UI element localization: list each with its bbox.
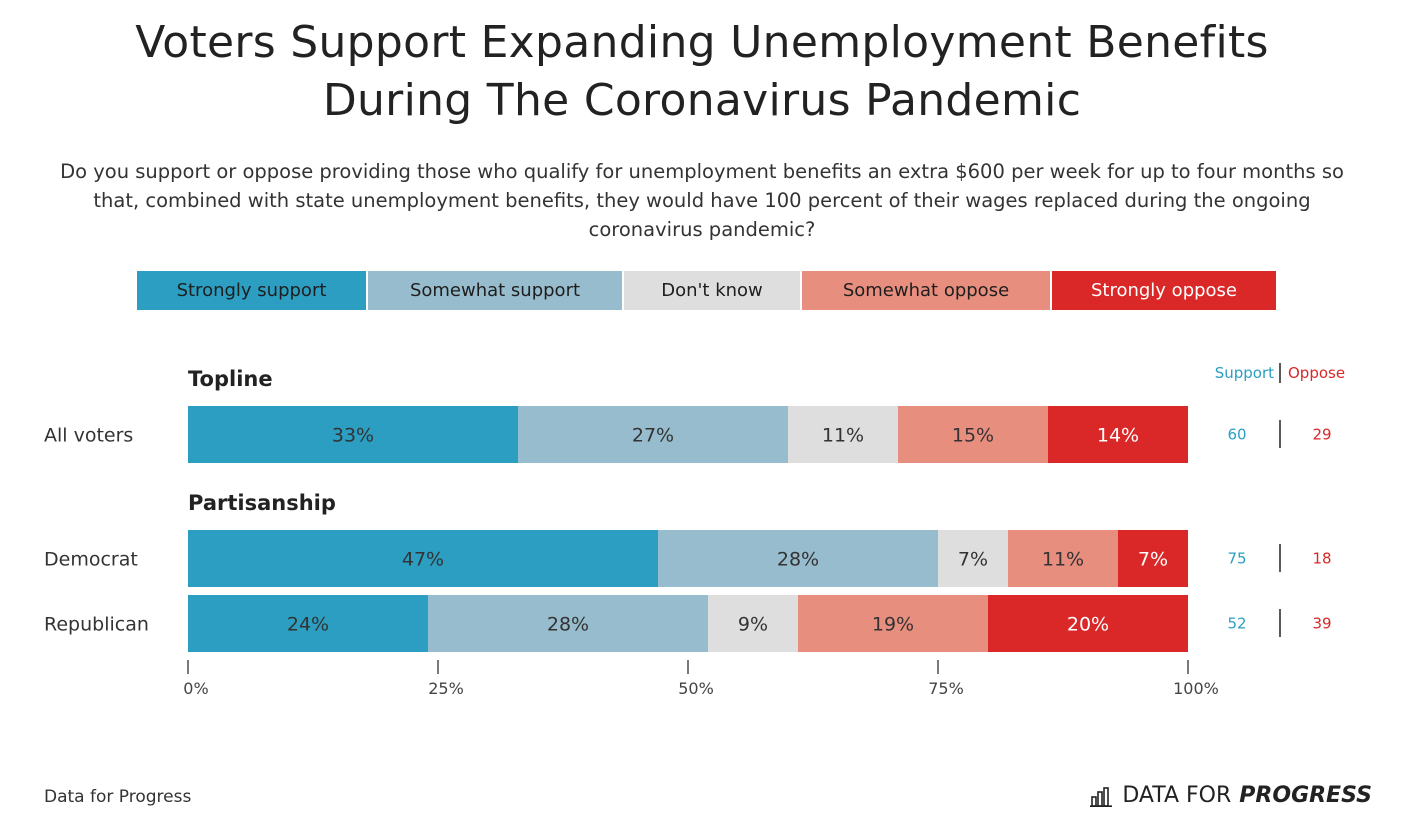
bar-segment [188, 595, 428, 652]
net-support-value: 52 [1227, 615, 1246, 633]
section-label: Partisanship [188, 491, 336, 515]
bar-value-label: 28% [547, 614, 589, 636]
legend: Strongly support Somewhat support Don't kn… [0, 271, 1404, 310]
net-oppose-value: 39 [1312, 615, 1331, 633]
brand-text: DATA FOR [1122, 783, 1232, 808]
bar-value-label: 7% [1138, 549, 1168, 571]
bar-segment [988, 595, 1188, 652]
bar-chart-icon [1090, 786, 1113, 807]
brand-logo: DATA FOR PROGRESS [1090, 783, 1372, 808]
legend-item-strongly-oppose: Strongly oppose [1052, 271, 1276, 310]
bar-value-label: 33% [332, 425, 374, 447]
x-tick-label: 75% [928, 679, 964, 698]
bar-segment [798, 595, 988, 652]
source-note: Data for Progress [44, 787, 192, 807]
bar-value-label: 20% [1067, 614, 1109, 636]
bar-value-label: 27% [632, 425, 674, 447]
bar-value-label: 19% [872, 614, 914, 636]
section-label: Topline [188, 367, 273, 391]
legend-item-somewhat-support: Somewhat support [368, 271, 622, 310]
row-label: Republican [44, 614, 149, 636]
brand-text-bold: PROGRESS [1239, 783, 1372, 808]
bar-value-label: 14% [1097, 425, 1139, 447]
bar-segment [898, 406, 1048, 463]
bar-segment [518, 406, 788, 463]
legend-item-don-t-know: Don't know [624, 271, 800, 310]
chart-title-line-1: Voters Support Expanding Unemployment Be… [135, 17, 1269, 68]
bar-segment [938, 530, 1008, 587]
bar-value-label: 11% [1042, 549, 1084, 571]
net-support-value: 75 [1227, 550, 1246, 568]
legend-item-somewhat-oppose: Somewhat oppose [802, 271, 1050, 310]
x-tick-label: 50% [678, 679, 714, 698]
net-oppose-value: 18 [1312, 550, 1331, 568]
net-oppose-header: Oppose [1288, 364, 1345, 382]
bar-segment [428, 595, 708, 652]
chart-title-line-2: During The Coronavirus Pandemic [322, 75, 1082, 126]
bar-segment [188, 406, 518, 463]
x-tick-label: 100% [1173, 679, 1219, 698]
bar-segment [188, 530, 658, 587]
chart-subtitle: Do you support or oppose providing those… [60, 160, 1344, 241]
bar-segment [1048, 406, 1188, 463]
bar-segment [1008, 530, 1118, 587]
bar-segment [788, 406, 898, 463]
net-oppose-value: 29 [1312, 426, 1331, 444]
row-label: All voters [44, 425, 133, 447]
bar-value-label: 7% [958, 549, 988, 571]
bar-segment [658, 530, 938, 587]
bar-value-label: 47% [402, 549, 444, 571]
bar-segment [708, 595, 798, 652]
legend-item-strongly-support: Strongly support [137, 271, 366, 310]
chart-title: Voters Support Expanding Unemployment Be… [0, 14, 1404, 130]
bar-value-label: 28% [777, 549, 819, 571]
bar-value-label: 9% [738, 614, 768, 636]
net-support-value: 60 [1227, 426, 1246, 444]
bar-segment [1118, 530, 1188, 587]
bar-value-label: 24% [287, 614, 329, 636]
x-tick-label: 25% [428, 679, 464, 698]
x-tick-label: 0% [183, 679, 208, 698]
row-label: Democrat [44, 549, 138, 571]
bar-value-label: 11% [822, 425, 864, 447]
bar-value-label: 15% [952, 425, 994, 447]
net-support-header: Support [1215, 364, 1274, 382]
